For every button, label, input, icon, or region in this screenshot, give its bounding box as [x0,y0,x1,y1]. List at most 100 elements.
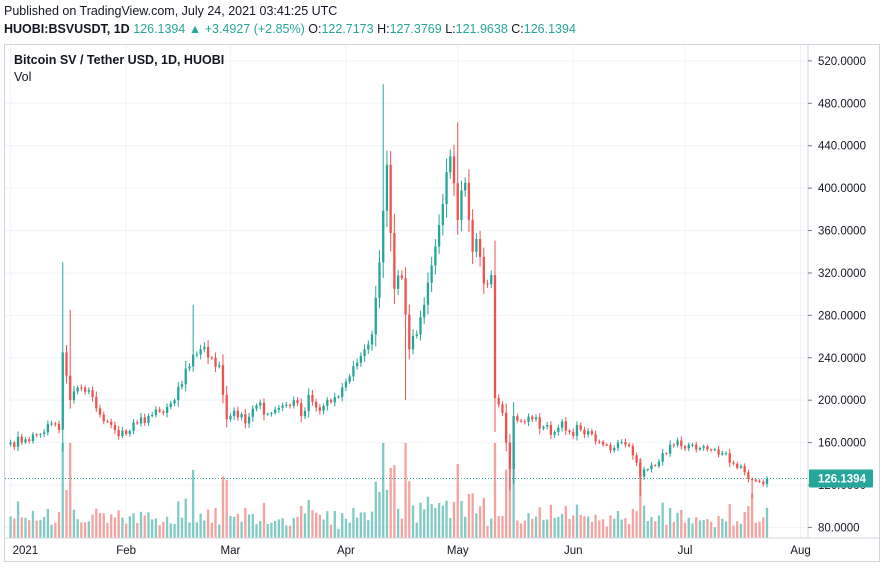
volume-bar [113,517,117,538]
volume-bar [676,512,679,538]
candle-body [557,427,560,432]
candle-body [609,444,612,451]
candle-body [363,349,366,357]
volume-bar [69,443,72,538]
candle-body [50,423,53,425]
candle-body [87,390,90,392]
candle-body [501,404,504,413]
volume-bar [322,519,325,538]
volume-bar [218,524,221,538]
candle-body [579,425,582,430]
volume-bar [329,524,333,538]
candle-body [203,346,206,350]
symbol-label[interactable]: HUOBI:BSVUSDT, 1D [4,22,130,36]
candle-body [95,396,98,409]
candle-body [508,442,512,470]
candle-body [531,416,534,420]
volume-bar [415,522,418,538]
volume-bar [147,512,150,538]
volume-bar [505,469,508,538]
candle-body [709,449,713,451]
volume-bar [54,522,57,538]
candle-body [512,416,515,470]
candle-body [206,346,210,358]
candle-body [322,405,325,411]
candle-body [549,424,553,435]
candle-body [9,442,12,445]
volume-bar [225,479,228,538]
volume-bar [363,512,366,538]
volume-bar [762,517,765,538]
volume-bar [229,516,232,538]
x-tick-label: Apr [337,545,355,557]
volume-bar [300,505,303,538]
volume-bar [165,516,169,538]
volume-bar [586,516,590,538]
candle-body [39,434,42,436]
volume-bar [266,524,269,538]
candle-body [665,453,668,455]
candle-body [505,412,508,443]
volume-bar [493,443,497,538]
volume-bar [28,520,31,538]
volume-bar [277,519,281,538]
volume-bar [665,524,668,538]
volume-bar [154,518,158,538]
volume-bar [400,518,403,538]
volume-label: Vol [14,70,32,84]
candle-body [572,431,575,436]
candle-body [721,453,724,455]
volume-bar [117,510,120,538]
volume-bar [396,508,400,538]
volume-bar [199,513,202,538]
volume-bar [35,520,38,538]
candle-body [244,414,247,424]
volume-bar [72,509,76,538]
candle-body [139,417,143,424]
volume-bar [206,509,210,538]
candle-body [296,400,299,404]
volume-bar [359,512,363,538]
candle-body [516,416,519,421]
volume-bar [288,525,292,538]
price-axis[interactable]: 80.0000120.0000160.0000200.0000240.00002… [808,56,866,534]
volume-bar [247,514,251,538]
candle-body [285,404,288,406]
candle-body [650,465,653,470]
y-tick-label: 320.0000 [818,268,866,280]
chart-title: Bitcoin SV / Tether USD, 1D, HUOBI [14,53,225,67]
candle-body [564,421,567,431]
candle-body [717,449,720,455]
change-value: +3.4927 (+2.85%) [204,22,305,36]
volume-bar [527,513,530,538]
candle-body [214,357,217,367]
candle-body [229,415,232,420]
volume-bar [531,518,534,538]
candle-body [221,365,225,395]
candle-body [467,182,471,220]
volume-bar [519,523,523,538]
candle-body [478,239,482,257]
volume-bar [121,517,124,538]
candle-body [523,421,526,423]
volume-bar [441,505,444,538]
candle-body [434,246,437,266]
volume-bar [437,502,441,538]
volume-bar [549,504,553,538]
volume-bar [80,522,83,538]
candle-body [54,423,57,425]
volume-bar [16,501,20,538]
time-axis[interactable]: 2021 Feb Mar Apr May Jun Jul Aug [13,545,811,557]
volume-bar [385,489,389,538]
volume-bar [475,513,478,538]
candle-body [352,366,355,377]
candle-body [188,366,191,369]
candle-body [136,422,139,424]
y-tick-label: 240.0000 [818,353,866,365]
candle-body [542,426,545,429]
volume-bar [680,509,683,538]
volume-bar [188,522,191,538]
volume-bar [255,524,258,538]
volume-bar [460,500,463,538]
